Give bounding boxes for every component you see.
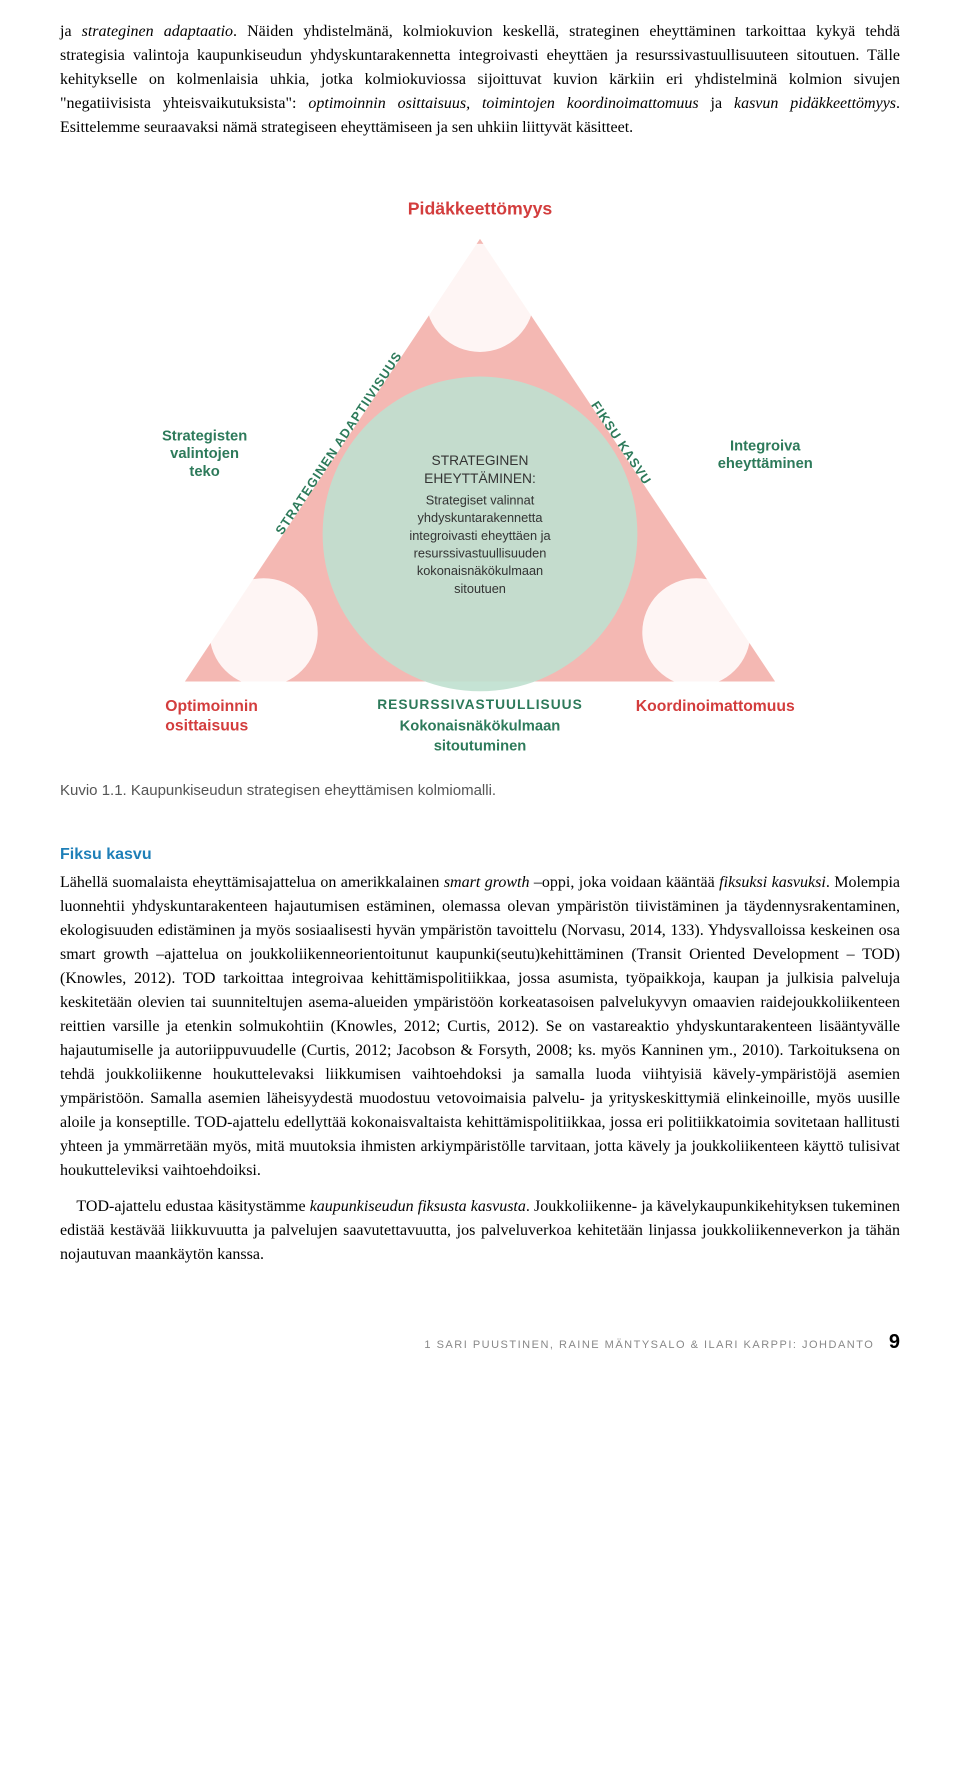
triangle-diagram: STRATEGINEN ADAPTIIVISUUSFIKSU KASVURESU… bbox=[60, 170, 900, 770]
svg-text:Kokonaisnäkökulmaan: Kokonaisnäkökulmaan bbox=[400, 719, 561, 735]
svg-text:integroivasti eheyttäen ja: integroivasti eheyttäen ja bbox=[409, 528, 551, 543]
svg-text:RESURSSIVASTUULLISUUS: RESURSSIVASTUULLISUUS bbox=[377, 697, 583, 712]
svg-text:teko: teko bbox=[189, 464, 219, 480]
svg-text:Strategiset valinnat: Strategiset valinnat bbox=[426, 492, 535, 507]
svg-text:Optimoinnin: Optimoinnin bbox=[165, 698, 258, 715]
paragraph-body-1: Lähellä suomalaista eheyttämisajattelua … bbox=[60, 871, 900, 1183]
svg-text:STRATEGINEN: STRATEGINEN bbox=[432, 453, 529, 468]
footer-credits: 1 SARI PUUSTINEN, RAINE MÄNTYSALO & ILAR… bbox=[424, 1339, 874, 1351]
triangle-svg: STRATEGINEN ADAPTIIVISUUSFIKSU KASVURESU… bbox=[100, 170, 860, 770]
svg-text:EHEYTTÄMINEN:: EHEYTTÄMINEN: bbox=[424, 470, 536, 486]
section-heading-fiksu-kasvu: Fiksu kasvu bbox=[60, 843, 900, 867]
figure-caption: Kuvio 1.1. Kaupunkiseudun strategisen eh… bbox=[60, 780, 900, 803]
svg-text:kokonaisnäkökulmaan: kokonaisnäkökulmaan bbox=[417, 563, 543, 578]
svg-text:Integroiva: Integroiva bbox=[730, 438, 801, 454]
paragraph-body-2: TOD-ajattelu edustaa käsitystämme kaupun… bbox=[60, 1195, 900, 1267]
svg-text:yhdyskuntarakennetta: yhdyskuntarakennetta bbox=[418, 510, 544, 525]
svg-text:Strategisten: Strategisten bbox=[162, 428, 247, 444]
svg-text:resurssivastuullisuuden: resurssivastuullisuuden bbox=[414, 546, 547, 561]
svg-text:Pidäkkeettömyys: Pidäkkeettömyys bbox=[408, 198, 553, 218]
svg-text:sitoutuen: sitoutuen bbox=[454, 581, 506, 596]
svg-text:valintojen: valintojen bbox=[170, 446, 239, 462]
svg-text:osittaisuus: osittaisuus bbox=[165, 718, 248, 735]
page-footer: 1 SARI PUUSTINEN, RAINE MÄNTYSALO & ILAR… bbox=[60, 1327, 900, 1357]
paragraph-intro: ja strateginen adaptaatio. Näiden yhdist… bbox=[60, 20, 900, 140]
page-number: 9 bbox=[889, 1331, 900, 1353]
svg-text:Koordinoimattomuus: Koordinoimattomuus bbox=[636, 698, 795, 715]
svg-text:eheyttäminen: eheyttäminen bbox=[718, 456, 813, 472]
svg-text:sitoutuminen: sitoutuminen bbox=[434, 738, 527, 754]
